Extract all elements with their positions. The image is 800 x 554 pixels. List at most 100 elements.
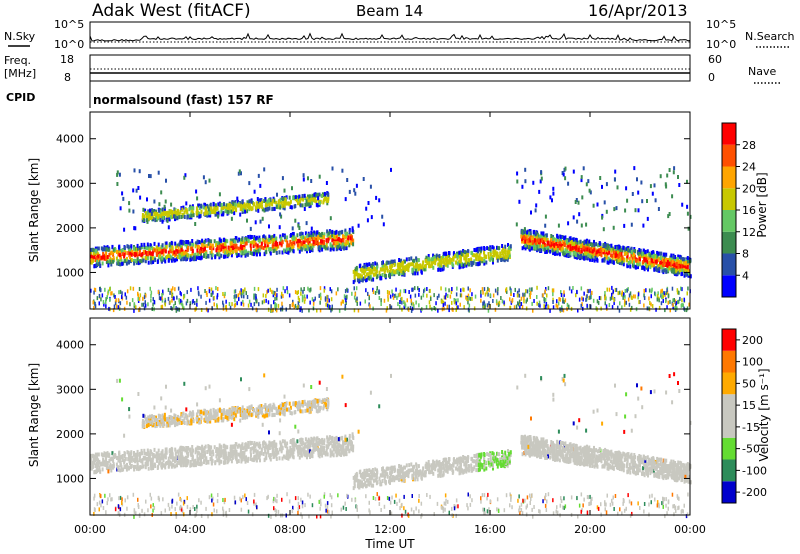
scatter-cell: [218, 237, 221, 242]
scatter-cell: [336, 234, 338, 239]
scatter-cell: [244, 237, 247, 241]
scatter-cell: [271, 289, 273, 294]
scatter-cell: [410, 262, 413, 267]
scatter-cell: [467, 300, 469, 305]
scatter-cell: [367, 291, 369, 296]
scatter-cell: [520, 302, 523, 306]
scatter-cell: [596, 202, 599, 207]
scatter-cell: [358, 264, 361, 269]
scatter-cell: [199, 446, 202, 451]
scatter-cell: [240, 203, 243, 207]
scatter-cell: [318, 174, 321, 179]
scatter-cell: [185, 244, 188, 249]
scatter-cell: [265, 239, 268, 244]
scatter-cell: [234, 202, 237, 207]
scatter-cell: [680, 286, 682, 291]
scatter-cell: [460, 288, 462, 293]
scatter-cell: [148, 251, 151, 256]
scatter-cell: [144, 211, 147, 216]
scatter-cell: [521, 239, 524, 244]
scatter-cell: [412, 262, 415, 267]
scatter-cell: [141, 218, 144, 223]
scatter-cell: [456, 261, 459, 266]
scatter-cell: [281, 240, 284, 245]
scatter-cell: [146, 219, 149, 224]
scatter-cell: [572, 286, 574, 290]
scatter-cell: [201, 238, 204, 243]
scatter-cell: [345, 239, 348, 244]
scatter-cell: [210, 249, 213, 254]
scatter-cell: [273, 198, 276, 203]
scatter-cell: [227, 455, 230, 459]
scatter-cell: [598, 296, 601, 300]
scatter-cell: [300, 306, 302, 311]
scatter-cell: [147, 302, 149, 307]
scatter-cell: [149, 251, 152, 256]
scatter-cell: [157, 214, 159, 219]
scatter-cell: [94, 258, 97, 262]
scatter-cell: [326, 303, 329, 308]
scatter-cell: [188, 207, 191, 212]
scatter-cell: [326, 201, 329, 206]
scatter-cell: [521, 184, 524, 189]
scatter-cell: [159, 217, 162, 222]
scatter-cell: [399, 263, 402, 268]
scatter-cell: [191, 209, 194, 214]
scatter-cell: [312, 197, 315, 202]
scatter-cell: [566, 302, 569, 307]
scatter-cell: [153, 199, 156, 204]
scatter-cell: [200, 252, 202, 257]
scatter-cell: [244, 241, 247, 246]
scatter-cell: [411, 287, 413, 292]
scatter-cell: [564, 251, 566, 256]
scatter-cell: [611, 305, 614, 310]
scatter-cell: [625, 258, 628, 263]
scatter-cell: [487, 252, 490, 256]
scatter-cell: [543, 299, 546, 304]
scatter-cell: [226, 445, 229, 450]
scatter-cell: [240, 288, 242, 293]
scatter-cell: [677, 254, 680, 259]
scatter-cell: [318, 447, 321, 452]
scatter-cell: [590, 251, 593, 256]
scatter-cell: [144, 303, 147, 308]
scatter-cell: [170, 202, 173, 207]
scatter-cell: [196, 248, 199, 253]
scatter-cell: [591, 245, 594, 250]
scatter-cell: [200, 294, 202, 299]
scatter-cell: [437, 262, 440, 267]
scatter-cell: [198, 203, 201, 208]
scatter-cell: [220, 253, 223, 258]
scatter-cell: [586, 240, 589, 245]
scatter-cell: [292, 231, 295, 236]
scatter-cell: [537, 247, 540, 252]
scatter-cell: [430, 261, 433, 266]
scatter-cell: [305, 199, 308, 204]
scatter-cell: [553, 239, 556, 244]
scatter-cell: [462, 253, 465, 258]
scatter-cell: [657, 251, 660, 256]
scatter-cell: [142, 296, 144, 301]
scatter-cell: [316, 308, 318, 313]
scatter-cell: [344, 245, 347, 250]
scatter-cell: [161, 219, 164, 224]
scatter-cell: [298, 249, 301, 254]
scatter-cell: [229, 250, 232, 255]
scatter-cell: [591, 243, 594, 248]
scatter-cell: [578, 240, 581, 245]
scatter-cell: [514, 287, 516, 292]
scatter-cell: [633, 166, 636, 171]
scatter-cell: [259, 183, 262, 188]
scatter-cell: [323, 244, 326, 249]
scatter-cell: [375, 272, 377, 277]
scatter-cell: [167, 253, 170, 258]
scatter-cell: [502, 257, 505, 262]
scatter-cell: [175, 308, 178, 313]
scatter-cell: [143, 245, 146, 250]
scatter-cell: [546, 238, 549, 242]
scatter-cell: [296, 233, 299, 238]
scatter-cell: [234, 302, 237, 307]
scatter-cell: [585, 222, 588, 227]
scatter-cell: [118, 290, 120, 295]
scatter-cell: [445, 252, 448, 256]
